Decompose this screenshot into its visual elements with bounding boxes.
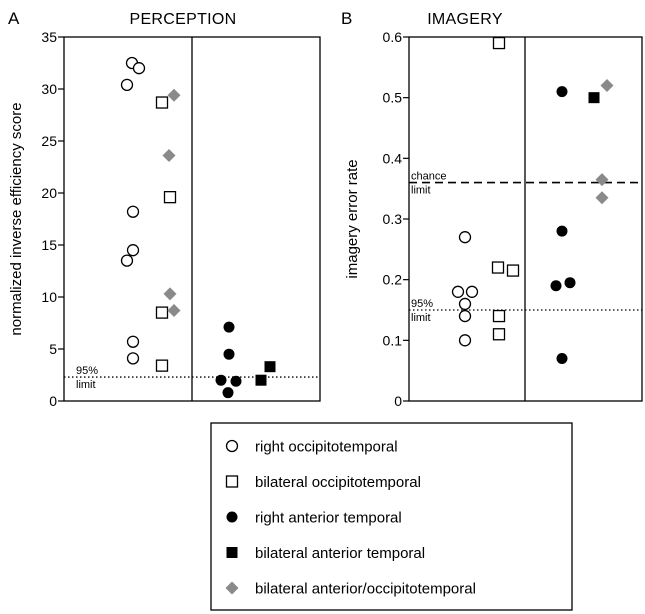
panel-a-point-diamond-filled xyxy=(162,149,176,163)
panel-b-point-circle-filled xyxy=(550,280,562,292)
legend-item-label: right occipitotemporal xyxy=(255,439,398,456)
legend-item-label: right anterior temporal xyxy=(255,510,402,527)
panel-a-point-diamond-filled xyxy=(167,304,181,318)
panel-a-point-circle-open xyxy=(126,352,140,365)
panel-a-y-tick-label: 15 xyxy=(41,237,57,253)
panel-a-point-circle-open xyxy=(126,205,140,218)
panel-a-point-circle-open xyxy=(126,244,140,257)
panel-a-title: PERCEPTION xyxy=(129,11,236,28)
legend-items: right occipitotemporal bilateral occipito… xyxy=(225,439,476,598)
panel-b-point-circle-open xyxy=(451,285,465,298)
panel-a-point-circle-open xyxy=(132,62,146,75)
panel-a-point-square-filled xyxy=(255,374,267,386)
panel-a-letter: A xyxy=(8,9,20,28)
panel-b-reference-label: limit xyxy=(411,312,431,324)
panel-a-point-circle-filled xyxy=(223,321,235,333)
panel-b-y-tick-label: 0.5 xyxy=(383,90,403,106)
panel-a-y-tick-label: 0 xyxy=(49,393,57,409)
panel-b-reference-label: limit xyxy=(411,185,431,197)
legend-marker-square-filled xyxy=(226,547,238,558)
panel-b-point-circle-open xyxy=(465,285,479,298)
panel-b-y-tick-label: 0.4 xyxy=(383,150,403,166)
panel-a-y-tick-label: 30 xyxy=(41,81,57,97)
panel-b-point-square-filled xyxy=(588,92,600,104)
panel-b-point-diamond-filled xyxy=(595,173,609,187)
panel-a-point-circle-open xyxy=(120,254,134,267)
legend-marker-diamond-filled xyxy=(225,581,239,595)
panel-a-point-square-open xyxy=(155,306,169,319)
panel-a-point-circle-open xyxy=(126,335,140,348)
panel-b-reference-label: chance xyxy=(411,171,446,183)
panel-b-title: IMAGERY xyxy=(427,11,503,28)
panel-a-point-square-open xyxy=(155,96,169,109)
panel-b-point-square-open xyxy=(506,264,520,277)
panel-a-point-square-open xyxy=(155,359,169,372)
panel-b-point-diamond-filled xyxy=(600,79,614,93)
panel-b-point-circle-open xyxy=(458,297,472,311)
panel-b-point-circle-filled xyxy=(556,353,568,365)
panel-a: A PERCEPTION normalized inverse efficien… xyxy=(8,9,321,409)
panel-a-y-axis-title: normalized inverse efficiency score xyxy=(8,102,25,335)
panel-b-y-tick-label: 0 xyxy=(394,393,402,409)
legend-marker-square-open xyxy=(225,475,239,488)
panel-a-point-diamond-filled xyxy=(167,88,181,102)
panel-b-point-circle-filled xyxy=(556,86,568,98)
legend-item-label: bilateral anterior/occipitotemporal xyxy=(255,581,476,598)
panel-a-reference-lines: 95% limit xyxy=(64,365,320,391)
panel-b-point-circle-open xyxy=(458,231,472,244)
panel-b: B IMAGERY imagery error rate 00.10.20.30… xyxy=(341,9,643,409)
panel-a-y-tick-label: 35 xyxy=(41,29,57,45)
panel-b-point-circle-open xyxy=(458,334,472,347)
panel-b-point-circle-filled xyxy=(564,277,576,289)
panel-b-points xyxy=(451,36,614,365)
panel-a-point-circle-filled xyxy=(215,374,227,386)
panel-a-point-circle-filled xyxy=(230,375,242,387)
panel-a-point-circle-open xyxy=(120,78,134,91)
panel-b-y-tick-label: 0.2 xyxy=(383,272,403,288)
panel-b-point-square-open xyxy=(492,309,506,323)
panel-a-points xyxy=(120,56,276,399)
panel-a-y-tick-label: 20 xyxy=(41,185,57,201)
panel-b-y-tick-label: 0.6 xyxy=(383,29,403,45)
panel-a-point-diamond-filled xyxy=(163,287,177,301)
panel-b-y-tick-label: 0.3 xyxy=(383,211,403,227)
panel-b-point-circle-filled xyxy=(556,225,568,237)
legend: right occipitotemporal bilateral occipito… xyxy=(210,422,573,611)
panel-a-y-ticks: 0 5 10 15 20 25 30 35 xyxy=(41,29,64,409)
panel-b-y-tick-label: 0.1 xyxy=(383,332,403,348)
panel-b-letter: B xyxy=(341,9,352,28)
panel-b-point-diamond-filled xyxy=(595,191,609,205)
panel-a-y-tick-label: 10 xyxy=(41,289,57,305)
panel-a-point-circle-filled xyxy=(223,348,235,360)
panel-b-point-square-open xyxy=(492,36,506,50)
panel-a-point-square-open xyxy=(163,191,177,204)
legend-box xyxy=(210,422,573,611)
panel-a-y-tick-label: 25 xyxy=(41,133,57,149)
panel-b-reference-lines: chance limit 95% limit xyxy=(409,171,642,324)
panel-a-reference-label: 95% xyxy=(76,365,98,377)
legend-marker-circle-open xyxy=(225,439,239,453)
panel-b-y-ticks: 0 0.1 0.2 0.3 0.4 0.5 0.6 xyxy=(383,29,409,409)
panel-a-reference-label: limit xyxy=(76,379,96,391)
panel-b-y-axis-title: imagery error rate xyxy=(344,159,361,278)
panel-a-point-circle-filled xyxy=(222,387,234,399)
panel-b-reference-label: 95% xyxy=(411,298,433,310)
legend-marker-circle-filled xyxy=(226,511,238,523)
panel-b-point-circle-open xyxy=(458,309,472,323)
panel-a-point-square-filled xyxy=(264,361,276,373)
panel-b-point-square-open xyxy=(491,261,505,274)
panel-b-point-square-open xyxy=(492,328,506,341)
legend-item-label: bilateral occipitotemporal xyxy=(255,474,421,491)
panel-a-y-tick-label: 5 xyxy=(49,341,57,357)
legend-item-label: bilateral anterior temporal xyxy=(255,545,425,562)
